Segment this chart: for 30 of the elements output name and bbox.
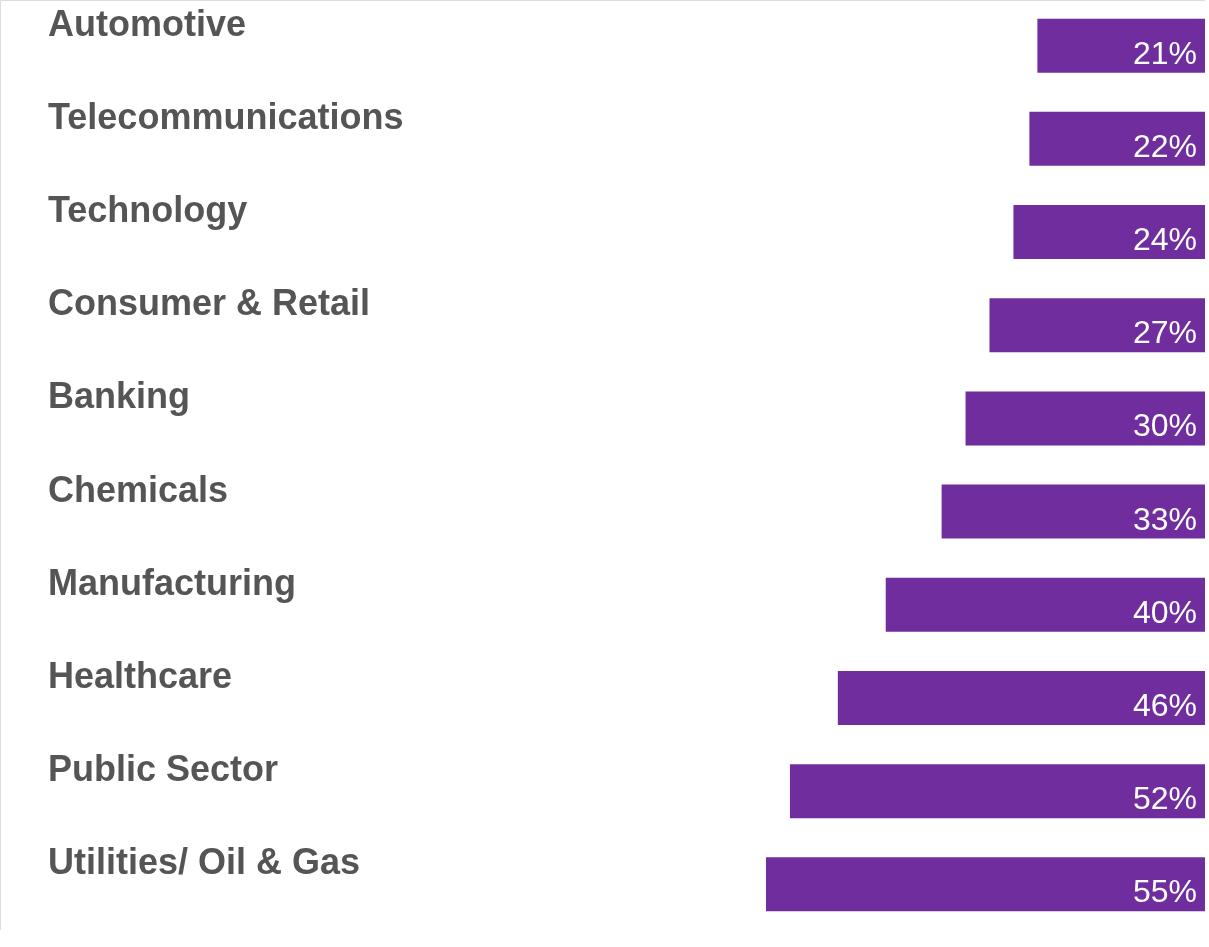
data-label: 30% [1132, 407, 1197, 444]
bar [1037, 18, 1205, 73]
bar [789, 764, 1205, 819]
bar [965, 391, 1205, 446]
bar [989, 298, 1205, 353]
y-tick-label: Utilities/ Oil & Gas [48, 841, 361, 883]
data-label: 55% [1132, 873, 1197, 910]
y-tick-label: Manufacturing [48, 561, 296, 603]
data-label: 33% [1132, 500, 1197, 537]
data-label: 52% [1132, 780, 1197, 817]
data-label: 46% [1132, 686, 1197, 723]
data-label: 22% [1132, 127, 1197, 164]
bar [885, 577, 1205, 632]
y-tick-label: Public Sector [48, 748, 279, 790]
bar [1013, 205, 1205, 260]
y-tick-label: Automotive [48, 2, 246, 44]
y-tick-label: Technology [48, 189, 248, 231]
y-tick-label: Banking [48, 375, 191, 417]
y-tick-label: Telecommunications [48, 95, 404, 137]
data-label: 40% [1132, 593, 1197, 630]
data-label: 21% [1132, 34, 1197, 71]
y-tick-label: Chemicals [48, 468, 229, 510]
y-tick-label: Healthcare [48, 654, 233, 696]
data-label: 24% [1132, 221, 1197, 258]
bar [837, 670, 1205, 725]
bar [1029, 111, 1205, 166]
y-tick-label: Consumer & Retail [48, 282, 371, 324]
bar [766, 857, 1205, 912]
bar [941, 484, 1205, 539]
data-label: 27% [1132, 314, 1197, 351]
